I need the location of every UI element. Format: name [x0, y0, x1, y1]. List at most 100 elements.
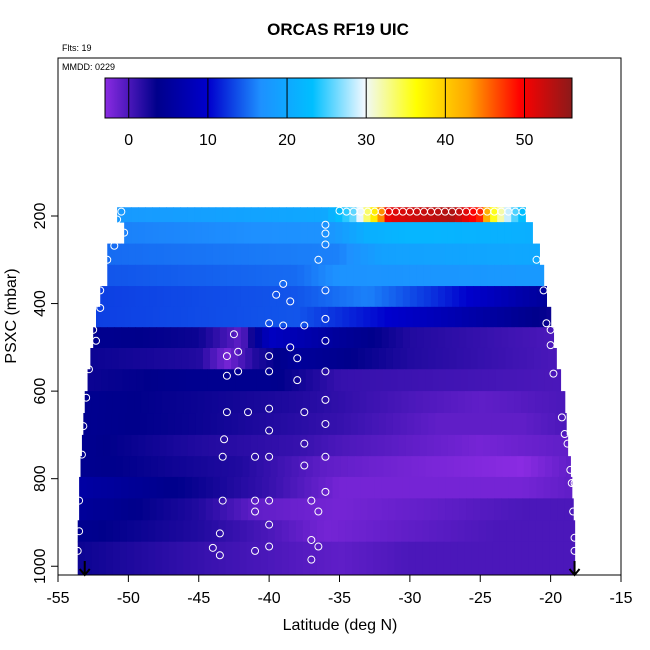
heatmap-cell	[392, 413, 401, 436]
heatmap-cell	[108, 456, 117, 478]
heatmap-cell	[193, 456, 201, 478]
x-axis-label: Latitude (deg N)	[283, 617, 398, 634]
heatmap-cell	[83, 413, 91, 436]
heatmap-cell	[155, 520, 163, 543]
heatmap-cell	[544, 369, 553, 392]
heatmap-cell	[415, 520, 424, 543]
heatmap-cell	[529, 327, 538, 349]
heatmap-cell	[239, 541, 248, 576]
heatmap-cell	[490, 222, 498, 245]
flight-point	[251, 507, 260, 516]
heatmap-cell	[269, 498, 277, 521]
heatmap-cell	[269, 476, 277, 499]
x-tick-label: -30	[398, 590, 421, 607]
heatmap-cell	[177, 476, 186, 499]
heatmap-cell	[525, 306, 533, 328]
heatmap-cell	[77, 520, 86, 543]
heatmap-cell	[293, 222, 301, 245]
heatmap-cell	[226, 243, 235, 266]
heatmap-cell	[187, 434, 196, 457]
heatmap-cell	[377, 222, 386, 245]
heatmap-cell	[276, 264, 284, 287]
heatmap-cell	[515, 327, 524, 349]
heatmap-cell	[331, 520, 339, 543]
heatmap-cell	[353, 476, 362, 499]
heatmap-cell	[197, 520, 205, 543]
heatmap-cell	[128, 264, 137, 287]
heatmap-cell	[378, 413, 387, 436]
heatmap-cell	[349, 222, 357, 245]
heatmap-cell	[240, 286, 249, 308]
heatmap-cell	[176, 541, 184, 576]
heatmap-cell	[518, 434, 526, 457]
heatmap-cell	[570, 541, 576, 576]
heatmap-cell	[219, 498, 228, 521]
heatmap-cell	[271, 222, 280, 245]
heatmap-cell	[490, 434, 498, 457]
heatmap-cell	[402, 264, 411, 287]
heatmap-cell	[149, 264, 158, 287]
heatmap-cell	[418, 456, 426, 478]
heatmap-cell	[257, 306, 266, 328]
heatmap-cell	[345, 391, 353, 414]
heatmap-cell	[321, 207, 329, 223]
heatmap-cell	[367, 286, 376, 308]
heatmap-cell	[423, 498, 432, 521]
flight-point	[113, 215, 122, 224]
heatmap-cell	[281, 520, 290, 543]
heatmap-cell	[309, 520, 318, 543]
heatmap-cell	[233, 264, 242, 287]
flight-point	[77, 450, 86, 459]
heatmap-cell	[360, 264, 369, 287]
heatmap-cell	[349, 434, 357, 457]
flight-point	[300, 321, 309, 330]
heatmap-cell	[240, 476, 249, 499]
heatmap-cell	[457, 520, 466, 543]
heatmap-cell	[571, 498, 574, 521]
heatmap-cell	[294, 413, 303, 436]
heatmap-cell	[300, 434, 308, 457]
heatmap-cell	[142, 327, 151, 349]
heatmap-cell	[235, 456, 243, 478]
flight-point	[549, 369, 558, 378]
heatmap-cell	[321, 306, 329, 328]
colorbar: 0 10 20 30 40 50	[104, 77, 573, 149]
heatmap-cell	[515, 476, 524, 499]
colorbar-tick-label: 50	[516, 132, 534, 149]
heatmap-cell	[314, 306, 322, 328]
heatmap-cell	[339, 243, 348, 266]
heatmap-cell	[345, 520, 353, 543]
heatmap-cell	[442, 413, 450, 436]
heatmap-cell	[262, 286, 270, 308]
colorbar-tick-label: 40	[436, 132, 454, 149]
heatmap-cell	[525, 222, 533, 245]
heatmap-cell	[360, 498, 369, 521]
heatmap-cell	[473, 243, 481, 266]
heatmap-cell	[134, 391, 142, 414]
heatmap-cell	[166, 207, 175, 223]
heatmap-cell	[298, 456, 307, 478]
heatmap-cell	[255, 327, 263, 349]
heatmap-cell	[461, 222, 470, 245]
heatmap-cell	[148, 391, 156, 414]
heatmap-cell	[194, 207, 203, 223]
heatmap-cell	[110, 434, 118, 457]
heatmap-cell	[288, 541, 297, 576]
heatmap-cell	[104, 413, 113, 436]
heatmap-cell	[438, 243, 446, 266]
heatmap-cell	[101, 456, 110, 478]
heatmap-cell	[135, 327, 144, 349]
y-tick-label: 400	[32, 290, 49, 317]
heatmap-cell	[262, 476, 270, 499]
heatmap-cell	[471, 541, 480, 576]
heatmap-cell	[118, 347, 127, 370]
heatmap-cell	[374, 243, 383, 266]
heatmap-cell	[138, 207, 146, 223]
heatmap-cell	[468, 434, 477, 457]
flight-point	[251, 546, 260, 555]
heatmap-cell	[463, 347, 471, 370]
heatmap-cell	[481, 456, 490, 478]
heatmap-cell	[414, 413, 422, 436]
heatmap-cell	[153, 413, 162, 436]
heatmap-cell	[267, 520, 276, 543]
